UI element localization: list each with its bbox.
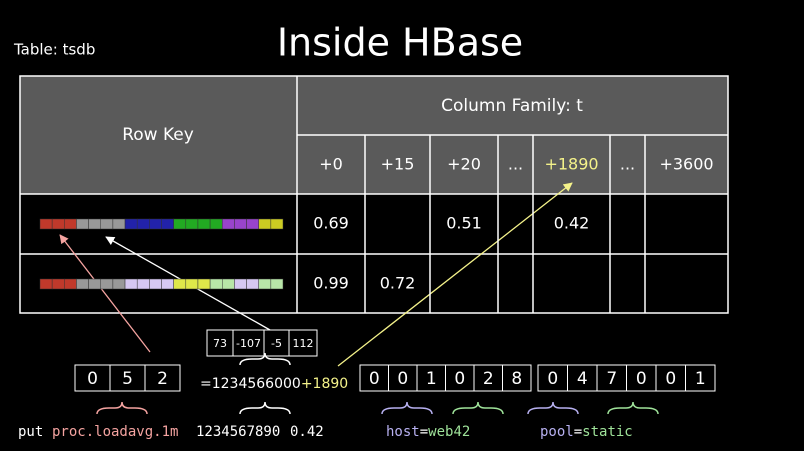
command-part: 0.42	[290, 424, 324, 440]
byte-value: 0	[369, 369, 380, 389]
command-part: put	[18, 424, 43, 440]
row-key-byte	[258, 278, 272, 290]
row-key-byte	[270, 218, 284, 230]
row-key-byte	[234, 218, 247, 230]
row-key-byte	[149, 278, 162, 290]
command-part: 1234567890	[196, 424, 280, 440]
row-key-byte	[51, 218, 65, 230]
byte-value: 7	[606, 369, 617, 389]
byte-value: -5	[271, 337, 282, 350]
cell-value: 0.51	[446, 214, 482, 233]
row-key-byte	[88, 218, 101, 230]
base-time: =1234566000+1890	[200, 376, 348, 392]
row-key-byte	[136, 278, 150, 290]
command-part: web42	[428, 424, 470, 440]
table-label: Table: tsdb	[13, 41, 95, 59]
byte-box	[685, 364, 716, 392]
byte-value: 0	[454, 369, 465, 389]
row-key-byte	[124, 218, 138, 230]
byte-value: 4	[577, 369, 588, 389]
row-key-byte	[112, 218, 126, 230]
row-key-byte	[173, 278, 187, 290]
byte-box	[288, 329, 318, 357]
row-key-byte	[161, 218, 174, 230]
qualifier: +20	[447, 155, 481, 174]
row-key-byte	[234, 278, 247, 290]
row-key-byte	[209, 278, 223, 290]
byte-box	[144, 364, 181, 392]
column-family-header: Column Family: t	[441, 96, 583, 116]
row-key-byte	[161, 278, 174, 290]
qualifier: +0	[319, 155, 343, 174]
row-key-byte	[88, 278, 101, 290]
row-key-byte	[197, 218, 211, 230]
row-key-byte	[270, 278, 284, 290]
byte-value: 1	[695, 369, 706, 389]
command-part: host	[386, 424, 420, 440]
command-part: proc.loadavg.1m	[52, 424, 178, 440]
byte-value: 1	[426, 369, 437, 389]
slide-title: Inside HBase	[277, 21, 523, 65]
row-key-byte	[149, 218, 162, 230]
cell-value: 0.72	[380, 274, 416, 293]
row-key-byte	[100, 278, 114, 290]
row-key-byte	[76, 278, 89, 290]
row-key-byte	[64, 278, 77, 290]
qualifier: +15	[381, 155, 415, 174]
qualifier: ...	[620, 155, 635, 174]
row-key-byte	[39, 218, 53, 230]
byte-value: 8	[511, 369, 522, 389]
offset: +1890	[301, 376, 348, 392]
command-part: =	[574, 424, 582, 440]
command-part: pool	[540, 424, 574, 440]
row-key-header: Row Key	[122, 125, 194, 145]
command: put proc.loadavg.1m 1234567890 0.42 host=web…	[18, 424, 633, 440]
row-key-byte	[136, 218, 150, 230]
byte-value: -107	[236, 337, 261, 350]
brackets	[96, 352, 659, 415]
qualifier: +1890	[544, 155, 598, 174]
qualifier: +3600	[659, 155, 713, 174]
byte-value: 0	[547, 369, 558, 389]
row-key-byte	[76, 218, 89, 230]
command-part: static	[582, 424, 633, 440]
row-key-byte	[185, 218, 199, 230]
byte-value: 0	[665, 369, 676, 389]
row-key-byte	[222, 218, 235, 230]
row-key-byte	[51, 278, 65, 290]
byte-value: 0	[87, 369, 98, 389]
row-key-byte	[246, 218, 259, 230]
cell-value: 0.42	[554, 214, 590, 233]
byte-value: 112	[293, 337, 314, 350]
row-key-byte	[112, 278, 126, 290]
row-key-byte	[173, 218, 187, 230]
row-key-byte	[246, 278, 259, 290]
row-key-byte	[258, 218, 272, 230]
row-key-byte	[222, 278, 235, 290]
arrow	[59, 234, 151, 353]
cell-value: 0.99	[313, 274, 349, 293]
byte-value: 2	[483, 369, 494, 389]
byte-value: 0	[397, 369, 408, 389]
row-key-byte	[209, 218, 223, 230]
row-key-byte	[39, 278, 53, 290]
cell-value: 0.69	[313, 214, 349, 233]
command-part: =	[420, 424, 428, 440]
row-key-byte	[64, 218, 77, 230]
qualifier: ...	[508, 155, 523, 174]
base-time-value: =1234566000	[200, 376, 301, 392]
byte-value: 73	[213, 337, 227, 350]
row-key-byte	[185, 278, 199, 290]
row-key-byte	[100, 218, 114, 230]
row-key-byte	[124, 278, 138, 290]
byte-box	[502, 364, 532, 392]
row-key-byte	[197, 278, 211, 290]
byte-value: 0	[636, 369, 647, 389]
byte-value: 2	[157, 369, 168, 389]
byte-value: 5	[122, 369, 133, 389]
